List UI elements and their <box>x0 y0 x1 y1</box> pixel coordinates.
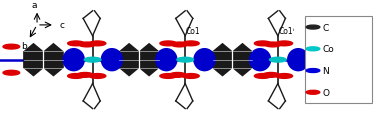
Circle shape <box>77 73 93 78</box>
Circle shape <box>160 42 177 46</box>
Polygon shape <box>24 45 43 75</box>
Text: Co1ⁱ: Co1ⁱ <box>279 26 294 35</box>
Circle shape <box>89 42 106 46</box>
Circle shape <box>183 42 199 46</box>
Polygon shape <box>213 45 232 75</box>
Text: Co: Co <box>322 45 334 54</box>
Circle shape <box>263 73 279 78</box>
Circle shape <box>160 74 177 79</box>
Circle shape <box>276 74 293 79</box>
Ellipse shape <box>194 49 215 71</box>
Ellipse shape <box>156 49 177 71</box>
Circle shape <box>183 74 199 79</box>
Circle shape <box>68 74 84 79</box>
Ellipse shape <box>288 49 308 71</box>
Ellipse shape <box>101 49 122 71</box>
Polygon shape <box>233 45 252 75</box>
Ellipse shape <box>63 49 84 71</box>
Text: C: C <box>322 23 328 32</box>
Circle shape <box>84 58 101 62</box>
Circle shape <box>306 91 320 94</box>
Circle shape <box>68 42 84 46</box>
Circle shape <box>177 58 194 62</box>
Text: O: O <box>322 88 329 97</box>
Ellipse shape <box>249 49 270 71</box>
Circle shape <box>276 42 293 46</box>
Circle shape <box>265 43 281 47</box>
Text: N: N <box>322 66 329 75</box>
Circle shape <box>270 58 286 62</box>
Circle shape <box>3 71 20 75</box>
Polygon shape <box>44 45 63 75</box>
Circle shape <box>254 42 271 46</box>
Circle shape <box>3 45 20 50</box>
Text: b: b <box>21 42 27 51</box>
Text: Co1: Co1 <box>186 26 201 35</box>
Circle shape <box>89 74 106 79</box>
FancyBboxPatch shape <box>305 17 372 103</box>
Circle shape <box>254 74 271 79</box>
Circle shape <box>306 47 320 51</box>
Circle shape <box>169 73 186 78</box>
Circle shape <box>306 69 320 73</box>
Text: c: c <box>59 21 64 30</box>
Text: a: a <box>31 1 37 10</box>
Circle shape <box>79 43 95 47</box>
Circle shape <box>171 43 188 47</box>
Polygon shape <box>140 45 158 75</box>
Circle shape <box>306 26 320 30</box>
Polygon shape <box>120 45 138 75</box>
